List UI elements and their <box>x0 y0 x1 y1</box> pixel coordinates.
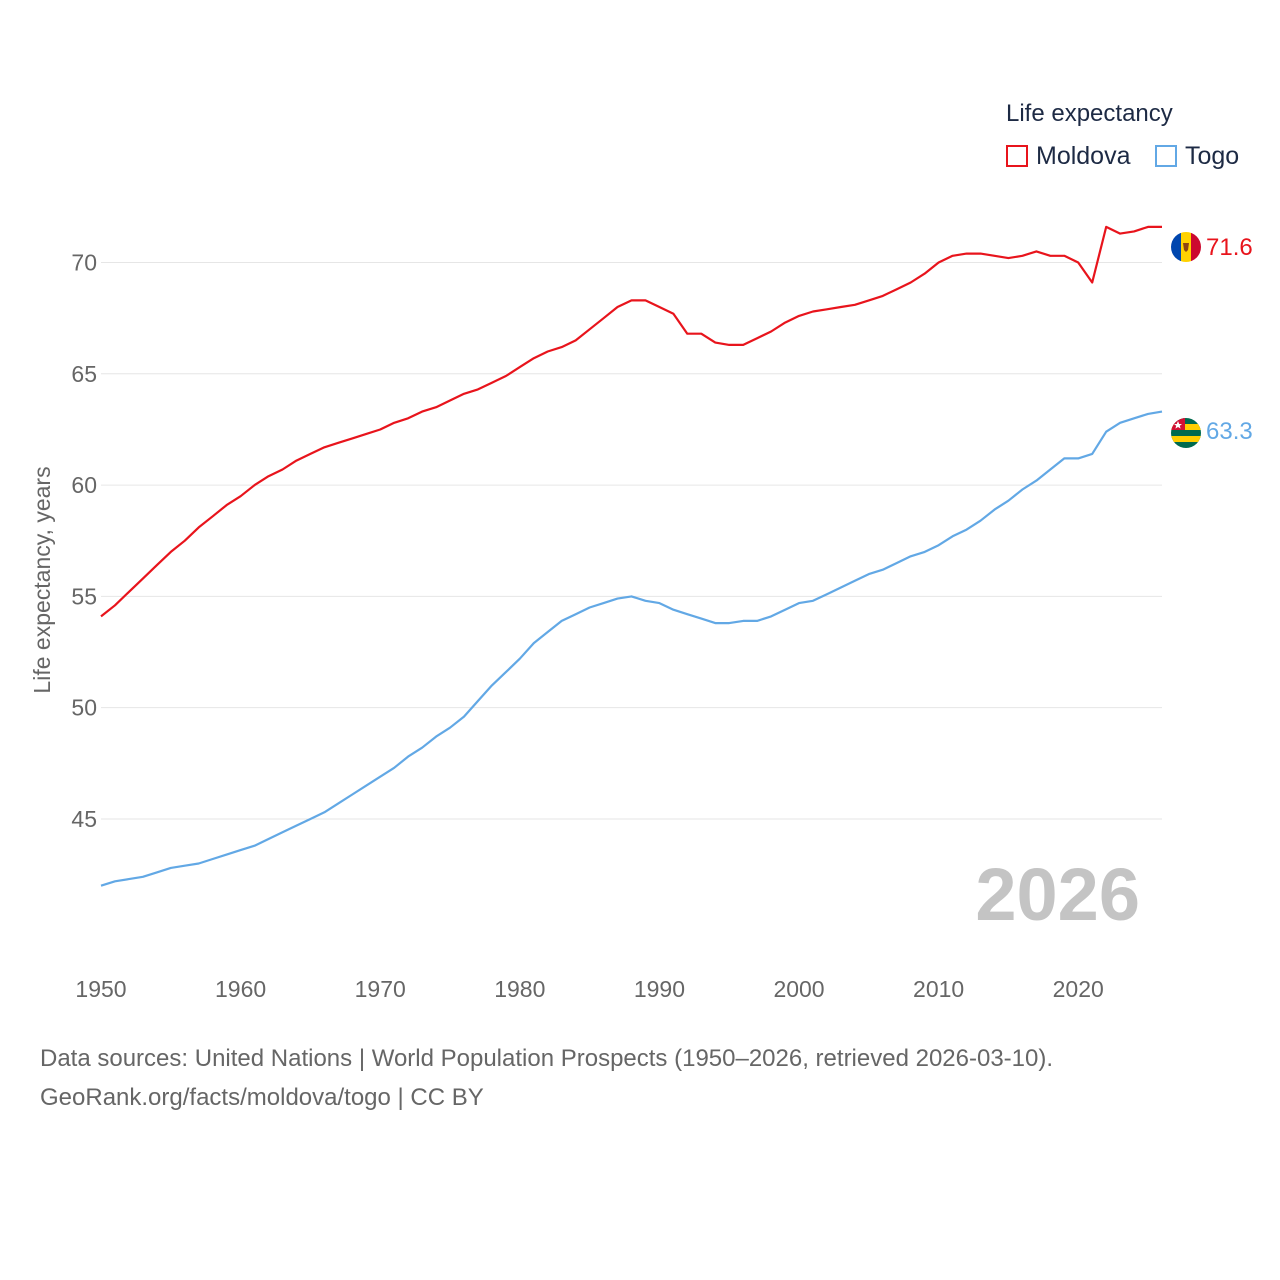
y-axis-label: Life expectancy, years <box>29 466 55 693</box>
y-tick-label: 50 <box>71 695 97 721</box>
attribution-text: GeoRank.org/facts/moldova/togo | CC BY <box>40 1084 484 1111</box>
gridlines <box>101 262 1162 820</box>
y-tick-label: 45 <box>71 806 97 832</box>
togo-flag-icon <box>1171 418 1201 448</box>
legend-swatch-moldova <box>1006 145 1028 167</box>
x-axis-tick-labels: 1950 1960 1970 1980 1990 2000 2010 2020 <box>75 976 1103 1002</box>
year-watermark: 2026 <box>975 853 1140 936</box>
moldova-flag-icon <box>1171 232 1201 262</box>
x-tick-label: 2000 <box>773 976 824 1002</box>
series-line-moldova[interactable] <box>100 225 1162 618</box>
x-tick-label: 1990 <box>634 976 685 1002</box>
x-tick-label: 2020 <box>1053 976 1104 1002</box>
y-tick-label: 55 <box>71 583 97 609</box>
y-tick-label: 70 <box>71 250 97 276</box>
legend-title: Life expectancy <box>1006 100 1173 127</box>
y-tick-label: 60 <box>71 472 97 498</box>
x-tick-label: 1960 <box>215 976 266 1002</box>
x-tick-label: 1980 <box>494 976 545 1002</box>
y-tick-label: 65 <box>71 361 97 387</box>
legend-item-moldova[interactable]: Moldova <box>1006 140 1131 172</box>
x-tick-label: 2010 <box>913 976 964 1002</box>
legend-label-togo: Togo <box>1185 141 1240 170</box>
legend-swatch-togo <box>1155 145 1177 167</box>
legend-label-moldova: Moldova <box>1036 141 1131 170</box>
series-lines <box>100 225 1163 887</box>
togo-end-value: 63.3 <box>1206 418 1253 445</box>
series-line-togo[interactable] <box>100 410 1163 887</box>
legend-item-togo[interactable]: Togo <box>1155 140 1239 172</box>
data-source-text: Data sources: United Nations | World Pop… <box>40 1045 1054 1072</box>
y-axis-tick-labels: 45 50 55 60 65 70 <box>71 250 97 832</box>
x-tick-label: 1970 <box>355 976 406 1002</box>
x-tick-label: 1950 <box>75 976 126 1002</box>
moldova-end-value: 71.6 <box>1206 234 1253 261</box>
